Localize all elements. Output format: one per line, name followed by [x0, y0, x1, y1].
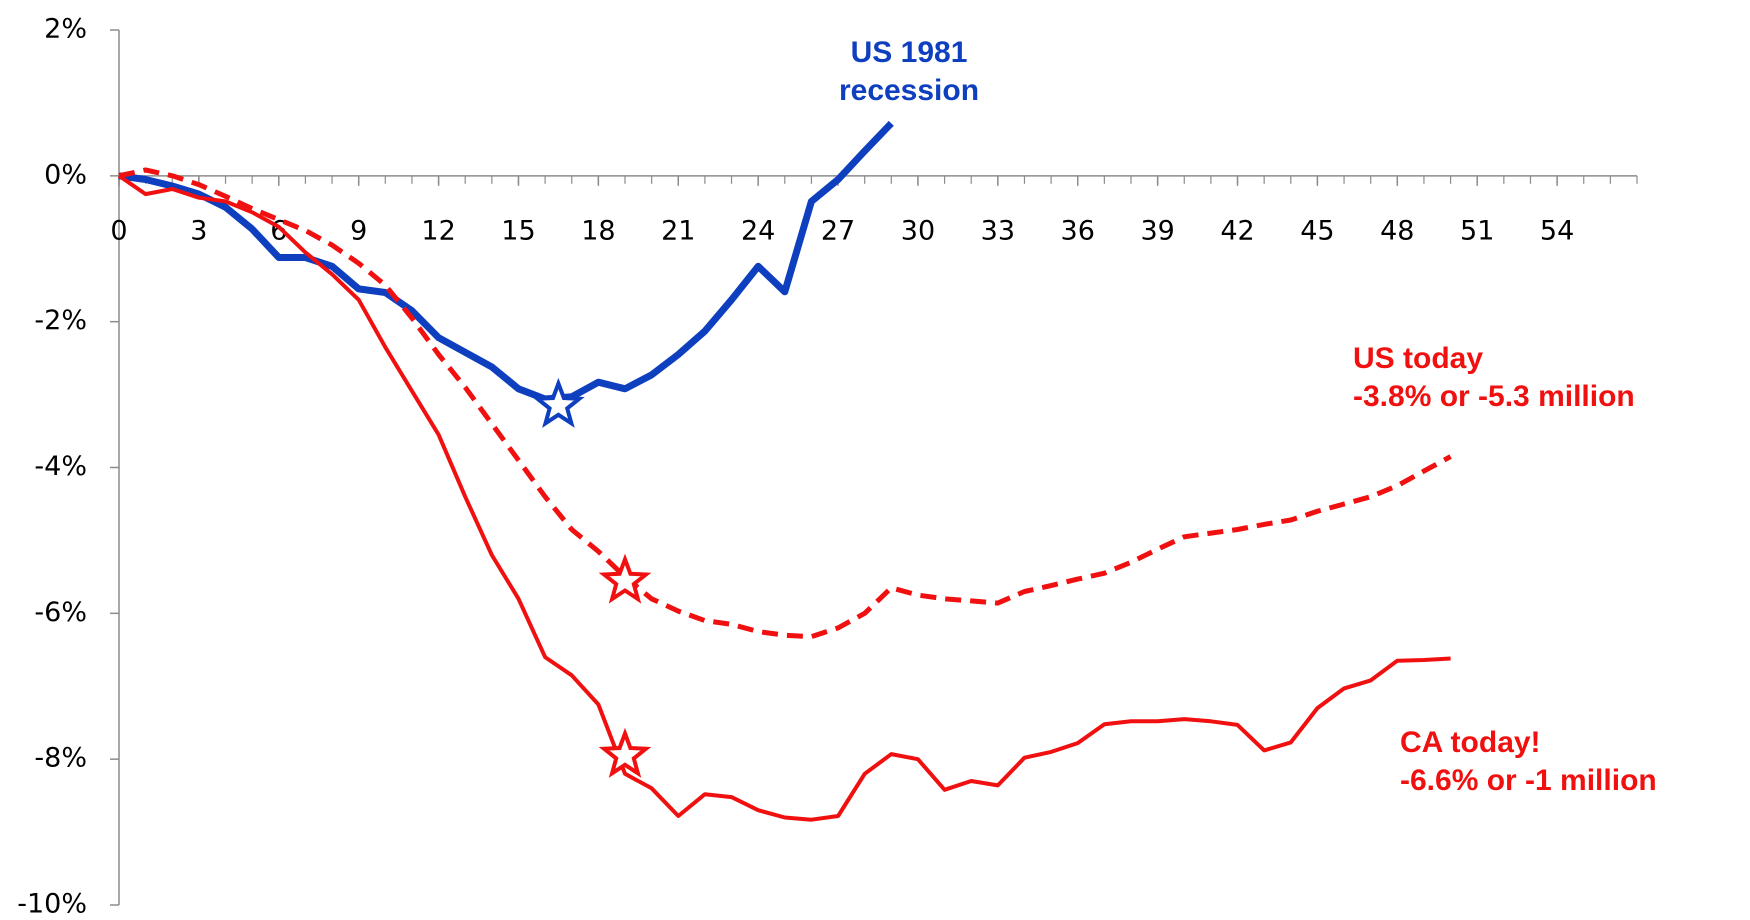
x-tick-label: 24: [741, 215, 775, 246]
x-tick-label: 42: [1220, 215, 1254, 246]
annotation: recession: [839, 74, 979, 107]
series-line: [117, 174, 1451, 822]
x-tick-label: 0: [110, 215, 127, 246]
y-tick-label: -2%: [34, 305, 87, 336]
star-marker: [532, 377, 585, 428]
annotation: US 1981: [851, 36, 968, 69]
x-tick-label: 12: [421, 215, 455, 246]
x-tick-label: 3: [190, 215, 207, 246]
star-marker: [598, 553, 652, 604]
y-tick-label: -6%: [34, 597, 87, 628]
star-marker: [598, 727, 652, 778]
series-line: [118, 120, 894, 403]
x-tick-label: 51: [1460, 215, 1494, 246]
series-line: [118, 167, 1452, 640]
x-tick-label: 21: [661, 215, 695, 246]
y-tick-label: -4%: [34, 451, 87, 482]
x-tick-label: 39: [1140, 215, 1174, 246]
annotation: US today: [1353, 342, 1483, 375]
y-tick-label: 0%: [44, 159, 87, 190]
x-tick-label: 18: [581, 215, 615, 246]
y-tick-label: -10%: [17, 889, 87, 920]
x-tick-label: 33: [981, 215, 1015, 246]
x-tick-label: 27: [821, 215, 855, 246]
x-tick-label: 15: [501, 215, 535, 246]
annotation: -6.6% or -1 million: [1400, 764, 1657, 797]
x-tick-label: 9: [350, 215, 367, 246]
y-tick-label: 2%: [44, 14, 87, 45]
annotation: CA today!: [1400, 726, 1541, 759]
annotation: -3.8% or -5.3 million: [1353, 380, 1635, 413]
y-tick-label: -8%: [34, 743, 87, 774]
x-tick-label: 54: [1540, 215, 1574, 246]
x-tick-label: 48: [1380, 215, 1414, 246]
x-tick-label: 30: [901, 215, 935, 246]
x-tick-label: 45: [1300, 215, 1334, 246]
x-tick-label: 36: [1061, 215, 1095, 246]
